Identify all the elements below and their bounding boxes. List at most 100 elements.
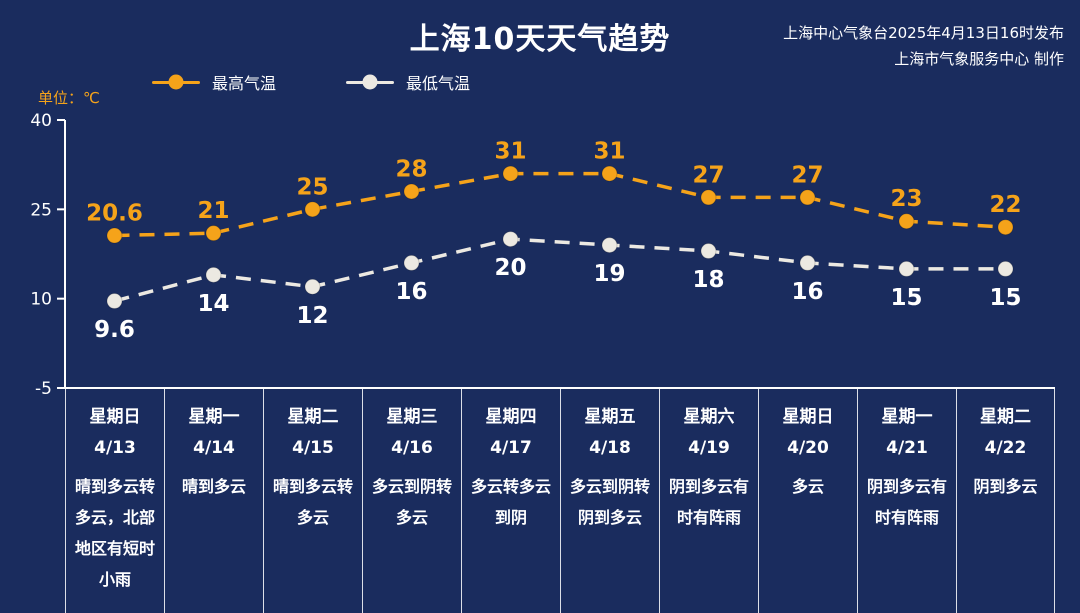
weekday-label: 星期二	[287, 407, 339, 427]
source-line-1: 上海中心气象台2025年4月13日16时发布	[783, 24, 1064, 42]
weather-desc: 多云转多云到阴	[470, 477, 551, 527]
high-temp-point	[205, 225, 222, 242]
low-temp-label: 9.6	[94, 317, 135, 343]
high-temp-label: 31	[494, 139, 526, 165]
weekday-label: 星期六	[683, 407, 735, 427]
high-temp-label: 21	[197, 198, 229, 224]
high-temp-label: 25	[296, 174, 328, 200]
date-label: 4/16	[391, 438, 433, 458]
low-temp-point	[997, 260, 1014, 277]
high-temp-point	[502, 165, 519, 182]
low-temp-label: 19	[593, 261, 625, 287]
low-temp-label: 15	[989, 285, 1021, 311]
weather-desc: 晴到多云	[181, 477, 246, 496]
y-tick-label: 25	[30, 200, 52, 220]
day-column: 星期六 4/19 阴到多云有时有阵雨	[659, 389, 758, 613]
weather-desc: 阴到多云	[973, 477, 1038, 496]
legend-high-label: 最高气温	[212, 74, 277, 93]
weekday-label: 星期日	[89, 407, 141, 427]
legend-item-high: 最高气温	[152, 70, 276, 94]
day-column: 星期四 4/17 多云转多云到阴	[461, 389, 560, 613]
weekday-label: 星期四	[485, 407, 537, 427]
high-temp-legend-line-icon	[152, 74, 200, 90]
days-grid: 星期日 4/13 晴到多云转多云，北部地区有短时小雨 星期一 4/14 晴到多云 星期二 4/…	[65, 389, 1055, 613]
low-temp-label: 12	[296, 303, 328, 329]
low-temp-label: 16	[791, 279, 823, 305]
date-label: 4/19	[688, 438, 730, 458]
date-label: 4/15	[292, 438, 334, 458]
date-label: 4/13	[94, 438, 136, 458]
date-label: 4/18	[589, 438, 631, 458]
low-temp-legend-dot-icon	[362, 74, 378, 90]
date-label: 4/14	[193, 438, 235, 458]
chart-legend: 最高气温 最低气温	[152, 70, 470, 94]
weekday-label: 星期二	[980, 407, 1031, 427]
date-label: 4/17	[490, 438, 532, 458]
legend-item-low: 最低气温	[346, 70, 470, 94]
day-column: 星期二 4/15 晴到多云转多云	[263, 389, 362, 613]
low-temp-label: 15	[890, 285, 922, 311]
high-temp-point	[799, 189, 816, 206]
high-temp-point	[601, 165, 618, 182]
day-column: 星期五 4/18 多云到阴转阴到多云	[560, 389, 659, 613]
weather-desc: 多云到阴转阴到多云	[569, 477, 650, 527]
weekday-label: 星期一	[881, 407, 933, 427]
weekday-label: 星期三	[386, 407, 438, 427]
high-temp-label: 31	[593, 139, 625, 165]
weekday-label: 星期五	[584, 407, 636, 427]
high-temp-legend-dot-icon	[168, 74, 184, 90]
date-label: 4/22	[984, 438, 1027, 458]
high-temp-label: 27	[791, 162, 823, 188]
weather-desc: 晴到多云转多云，北部地区有短时小雨	[74, 477, 155, 589]
low-temp-point	[205, 266, 222, 283]
high-temp-label: 28	[395, 156, 427, 182]
low-temp-point	[898, 260, 915, 277]
low-temp-label: 20	[494, 255, 526, 281]
high-temp-line	[114, 171, 1006, 238]
high-temp-point	[106, 227, 123, 244]
low-temp-point	[304, 278, 321, 295]
weather-desc: 多云到阴转多云	[371, 477, 452, 527]
low-temp-point	[502, 231, 519, 248]
low-temp-label: 14	[197, 291, 229, 317]
high-temp-point	[403, 183, 420, 200]
day-column: 星期日 4/20 多云	[758, 389, 857, 613]
day-column: 星期一 4/14 晴到多云	[164, 389, 263, 613]
low-temp-point	[700, 243, 717, 260]
weekday-label: 星期一	[188, 407, 240, 427]
date-label: 4/20	[787, 438, 829, 458]
high-temp-label: 22	[989, 192, 1021, 218]
day-column: 星期一 4/21 阴到多云有时有阵雨	[857, 389, 956, 613]
y-tick-label: 40	[30, 111, 52, 131]
low-temp-point	[403, 254, 420, 271]
y-tick-label: 10	[30, 290, 52, 310]
high-temp-point	[997, 219, 1014, 236]
day-column: 星期日 4/13 晴到多云转多云，北部地区有短时小雨	[65, 389, 164, 613]
date-label: 4/21	[886, 438, 928, 458]
weekday-label: 星期日	[782, 407, 834, 427]
low-temp-point	[601, 237, 618, 254]
day-column: 星期三 4/16 多云到阴转多云	[362, 389, 461, 613]
high-temp-label: 27	[692, 162, 724, 188]
weather-desc: 晴到多云转多云	[272, 477, 353, 527]
weather-desc: 阴到多云有时有阵雨	[866, 477, 947, 527]
low-temp-point	[106, 293, 123, 310]
source-line-2: 上海市气象服务中心 制作	[894, 50, 1064, 68]
weather-desc: 阴到多云有时有阵雨	[668, 477, 749, 527]
high-temp-point	[898, 213, 915, 230]
low-temp-line	[114, 237, 1006, 303]
high-temp-point	[700, 189, 717, 206]
source-info: 上海中心气象台2025年4月13日16时发布 上海市气象服务中心 制作	[783, 20, 1064, 72]
day-column: 星期二 4/22 阴到多云	[956, 389, 1055, 613]
low-temp-point	[799, 254, 816, 271]
low-temp-label: 18	[692, 267, 724, 293]
low-temp-label: 16	[395, 279, 427, 305]
legend-low-label: 最低气温	[406, 74, 471, 93]
low-temp-legend-line-icon	[346, 74, 395, 90]
weather-desc: 多云	[791, 477, 824, 496]
y-tick-label: -5	[35, 379, 52, 399]
high-temp-label: 20.6	[86, 201, 143, 227]
page-title: 上海10天天气趋势	[409, 22, 671, 57]
high-temp-label: 23	[890, 186, 922, 212]
